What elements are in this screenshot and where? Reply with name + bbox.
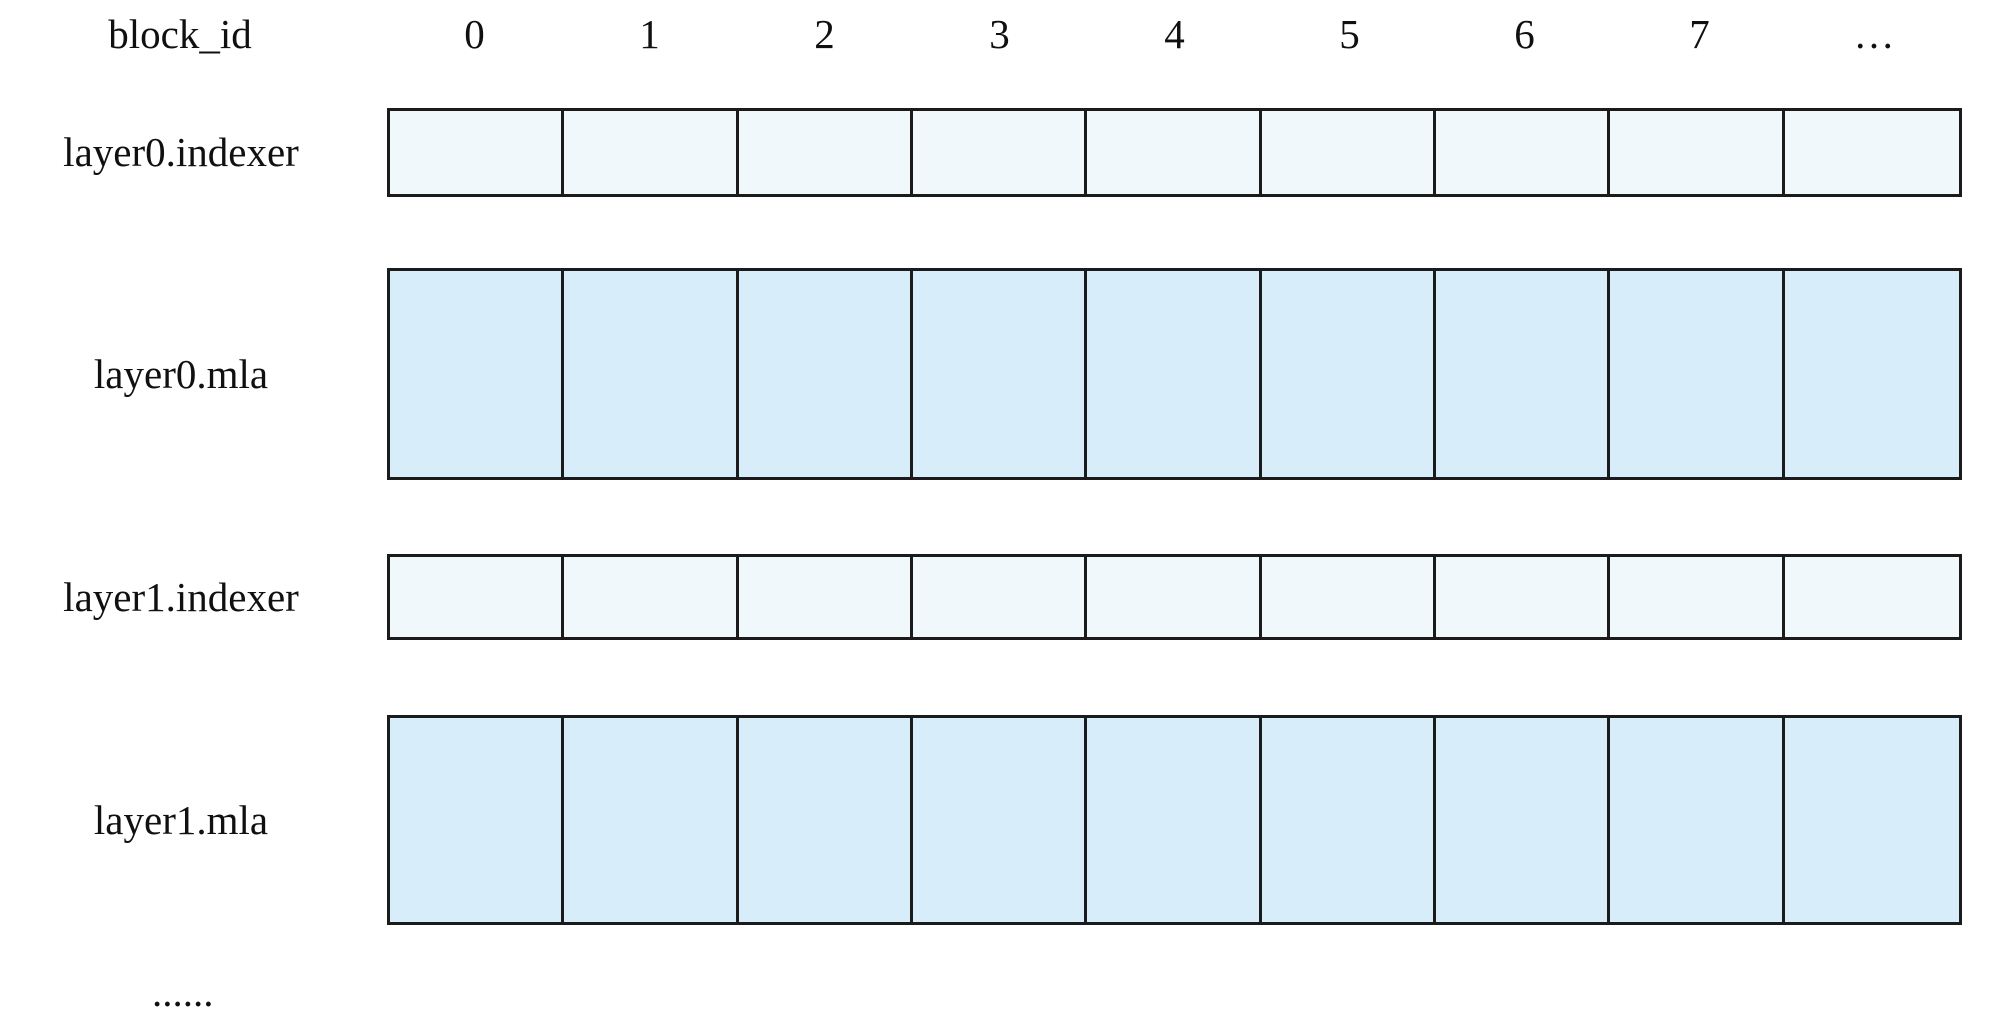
column-header-5: 5 [1339, 11, 1360, 57]
grid-row-layer0-indexer [387, 108, 1962, 197]
row-label-layer0-indexer: layer0.indexer [63, 129, 299, 175]
grid-cell-layer1-indexer-block-3[interactable] [912, 557, 1088, 637]
grid-cell-layer1-mla-block-1[interactable] [564, 718, 739, 922]
grid-cell-layer0-indexer-block-3[interactable] [912, 111, 1088, 194]
row-label-layer1-indexer: layer1.indexer [63, 574, 299, 620]
grid-cell-layer1-indexer-block-5[interactable] [1261, 557, 1436, 637]
column-header-4: 4 [1164, 11, 1185, 57]
grid-cell-layer0-mla-block-0[interactable] [390, 271, 565, 477]
grid-cell-layer0-mla-block-6[interactable] [1435, 271, 1611, 477]
grid-cell-layer0-indexer-block-2[interactable] [738, 111, 913, 194]
grid-cell-layer1-indexer-block-2[interactable] [738, 557, 913, 637]
grid-cell-layer1-mla-block-5[interactable] [1261, 718, 1436, 922]
grid-cell-layer1-mla-block-3[interactable] [912, 718, 1088, 922]
grid-cell-layer0-indexer-block-8[interactable] [1784, 111, 1959, 194]
grid-cell-layer1-indexer-block-4[interactable] [1087, 557, 1262, 637]
grid-cell-layer0-mla-block-4[interactable] [1087, 271, 1262, 477]
grid-cell-layer0-mla-block-1[interactable] [564, 271, 739, 477]
grid-cell-layer1-mla-block-6[interactable] [1435, 718, 1611, 922]
grid-cell-layer0-indexer-block-4[interactable] [1087, 111, 1262, 194]
grid-cell-layer1-mla-block-4[interactable] [1087, 718, 1262, 922]
column-header-8: … [1853, 11, 1896, 57]
grid-cell-layer0-indexer-block-7[interactable] [1610, 111, 1785, 194]
column-header-7: 7 [1689, 11, 1710, 57]
grid-cell-layer0-mla-block-8[interactable] [1784, 271, 1959, 477]
column-header-0: 0 [464, 11, 485, 57]
column-header-1: 1 [639, 11, 660, 57]
grid-cell-layer0-mla-block-5[interactable] [1261, 271, 1436, 477]
bottom-ellipsis: ...... [152, 969, 214, 1015]
column-header-3: 3 [989, 11, 1010, 57]
grid-cell-layer1-mla-block-0[interactable] [390, 718, 565, 922]
grid-row-layer1-indexer [387, 554, 1962, 640]
grid-cell-layer0-mla-block-2[interactable] [738, 271, 913, 477]
grid-row-layer0-mla [387, 268, 1962, 480]
grid-cell-layer0-indexer-block-0[interactable] [390, 111, 565, 194]
row-label-layer0-mla: layer0.mla [93, 351, 269, 397]
row-label-layer1-mla: layer1.mla [93, 797, 269, 843]
grid-cell-layer1-indexer-block-8[interactable] [1784, 557, 1959, 637]
grid-cell-layer0-mla-block-7[interactable] [1610, 271, 1785, 477]
grid-cell-layer1-mla-block-7[interactable] [1610, 718, 1785, 922]
column-header-2: 2 [814, 11, 835, 57]
grid-cell-layer0-indexer-block-5[interactable] [1261, 111, 1436, 194]
grid-cell-layer1-indexer-block-7[interactable] [1610, 557, 1785, 637]
block-id-caption: block_id [108, 11, 252, 57]
grid-cell-layer1-indexer-block-1[interactable] [564, 557, 739, 637]
grid-cell-layer0-mla-block-3[interactable] [912, 271, 1088, 477]
column-header-6: 6 [1514, 11, 1535, 57]
grid-cell-layer1-mla-block-8[interactable] [1784, 718, 1959, 922]
grid-cell-layer1-mla-block-2[interactable] [738, 718, 913, 922]
grid-cell-layer0-indexer-block-6[interactable] [1435, 111, 1611, 194]
grid-cell-layer1-indexer-block-6[interactable] [1435, 557, 1611, 637]
grid-cell-layer1-indexer-block-0[interactable] [390, 557, 565, 637]
grid-cell-layer0-indexer-block-1[interactable] [564, 111, 739, 194]
grid-row-layer1-mla [387, 715, 1962, 925]
